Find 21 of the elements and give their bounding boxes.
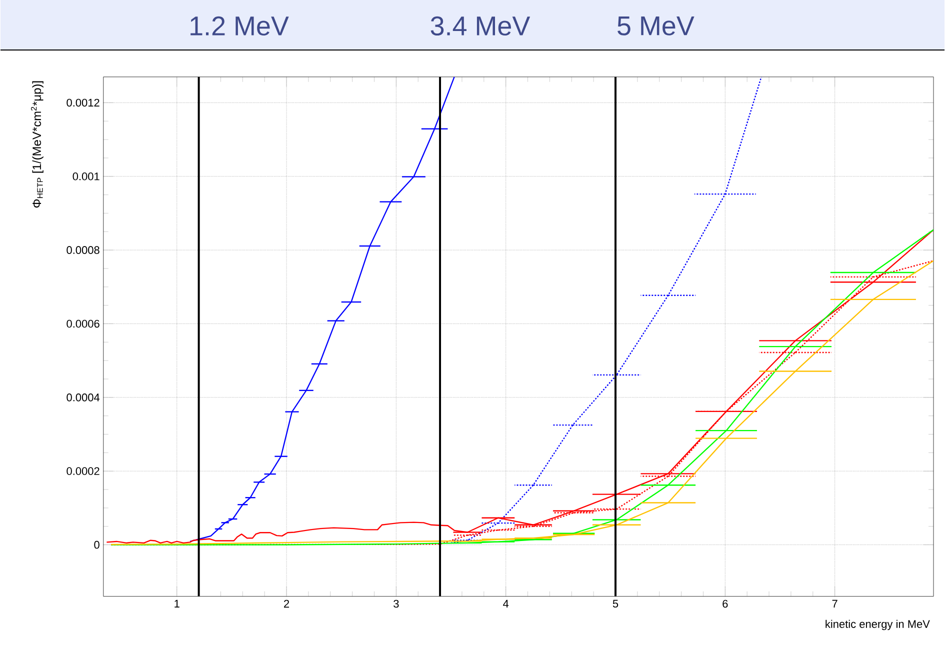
y-tick-label: 0.0012 (66, 98, 100, 106)
x-tick-label: 6 (722, 600, 728, 608)
x-tick-label: 1 (174, 600, 180, 608)
y-tick-label: 0.001 (72, 172, 100, 180)
ref-line-label: 5 MeV (618, 16, 694, 36)
ref-line-label: 1.2 MeV (190, 16, 289, 36)
y-tick-label: 0.0008 (66, 246, 100, 254)
y-tick-label: 0.0002 (66, 467, 100, 475)
x-tick-label: 4 (503, 600, 509, 608)
y-tick-label: 0.0004 (66, 393, 100, 402)
ref-line-label: 3.4 MeV (430, 16, 530, 36)
x-tick-label: 7 (832, 600, 838, 608)
y-tick-label: 0 (94, 540, 100, 549)
y-tick-label: 0.0006 (66, 320, 100, 328)
x-tick-label: 3 (394, 600, 399, 608)
line-series (189, 76, 455, 542)
y-axis-title: Φ$_{HETP}$ [1/(MeV*cm$^{2}$*μp)] (31, 81, 44, 208)
x-tick-label: 2 (284, 600, 290, 608)
line-series (450, 76, 762, 544)
x-tick-label: 5 (612, 600, 618, 608)
x-axis-title: kinetic energy in MeV (826, 620, 930, 630)
